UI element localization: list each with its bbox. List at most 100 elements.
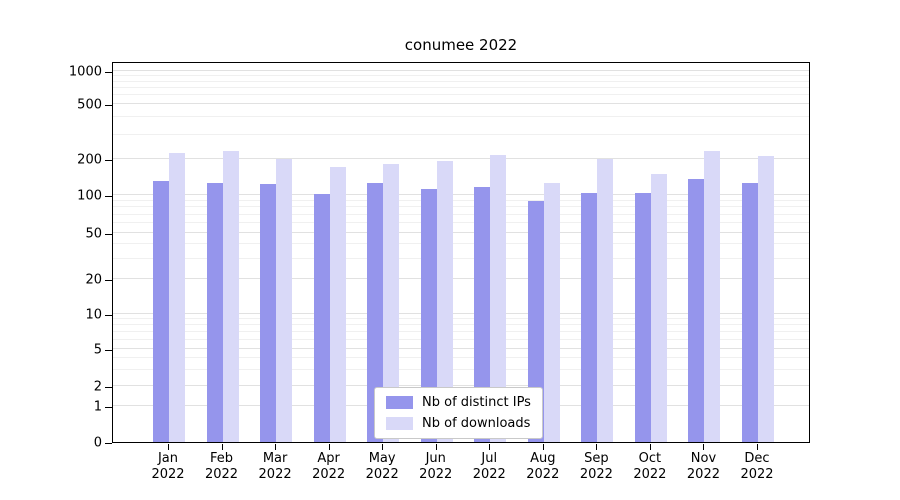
minor-gridline (113, 199, 809, 201)
bar-downloads (704, 150, 721, 442)
x-tick-mark (221, 444, 223, 450)
major-gridline (113, 313, 809, 314)
y-tick-label: 50 (85, 226, 102, 242)
y-tick-label: 500 (77, 97, 102, 113)
bar-distinct-ips (474, 187, 491, 442)
y-tick-mark (105, 350, 112, 351)
minor-gridline (113, 222, 809, 224)
bar-distinct-ips (742, 183, 758, 442)
y-tick-mark (105, 407, 112, 408)
y-tick-label: 100 (77, 188, 102, 204)
minor-gridline (113, 213, 809, 215)
bar-downloads (543, 183, 560, 442)
bar-downloads (490, 154, 507, 442)
major-gridline (113, 385, 809, 386)
bar-downloads (329, 167, 346, 442)
y-tick-label: 1000 (68, 64, 102, 80)
x-tick-label: Mar 2022 (258, 451, 292, 482)
bar-distinct-ips (367, 183, 384, 442)
bar-distinct-ips (153, 181, 169, 442)
y-tick-mark (105, 387, 112, 388)
y-tick-mark (105, 280, 112, 281)
bar-distinct-ips (634, 192, 651, 442)
y-tick-mark (105, 72, 112, 73)
major-gridline (113, 70, 809, 71)
minor-gridline (113, 133, 809, 135)
major-gridline (113, 103, 809, 104)
minor-gridline (113, 368, 809, 370)
x-tick-mark (757, 444, 758, 450)
bar-distinct-ips (581, 192, 598, 442)
legend: Nb of distinct IPs Nb of downloads (374, 387, 543, 439)
minor-gridline (113, 243, 809, 245)
x-tick-label: Feb 2022 (204, 451, 239, 482)
y-tick-label: 1 (93, 399, 102, 415)
x-tick-mark (382, 444, 384, 450)
x-tick-label: Jul 2022 (472, 451, 506, 482)
legend-label-distinct-ips: Nb of distinct IPs (422, 395, 531, 410)
y-tick-mark (105, 315, 112, 316)
y-tick-label: 5 (93, 342, 102, 358)
x-tick-mark (489, 444, 491, 450)
y-tick-label: 10 (85, 307, 102, 323)
legend-item-distinct-ips: Nb of distinct IPs (386, 395, 531, 410)
y-tick-mark (105, 234, 112, 235)
legend-swatch-downloads (386, 417, 413, 430)
minor-gridline (113, 318, 809, 320)
bar-distinct-ips (420, 189, 437, 442)
x-tick-mark (435, 444, 437, 450)
y-tick-label: 0 (93, 435, 102, 451)
major-gridline (113, 194, 809, 195)
y-tick-mark (105, 105, 112, 106)
minor-gridline (113, 86, 809, 88)
minor-gridline (113, 206, 809, 208)
bar-downloads (758, 156, 774, 442)
legend-item-downloads: Nb of downloads (386, 416, 531, 431)
minor-gridline (113, 94, 809, 96)
x-tick-label: Apr 2022 (312, 451, 346, 482)
bar-downloads (436, 160, 453, 442)
x-tick-label: Dec 2022 (740, 451, 774, 482)
bar-distinct-ips (688, 179, 705, 442)
bar-downloads (276, 159, 293, 442)
bar-distinct-ips (260, 183, 277, 442)
minor-gridline (113, 357, 809, 359)
bar-downloads (650, 173, 667, 442)
bar-downloads (169, 153, 185, 442)
bar-distinct-ips (313, 193, 330, 442)
x-tick-mark (703, 444, 705, 450)
x-tick-label: Sep 2022 (579, 451, 613, 482)
minor-gridline (113, 75, 809, 77)
minor-gridline (113, 116, 809, 118)
x-tick-label: Oct 2022 (633, 451, 667, 482)
chart-title: conumee 2022 (404, 36, 518, 54)
y-tick-mark (105, 160, 112, 161)
x-tick-label: May 2022 (365, 451, 399, 482)
major-gridline (113, 158, 809, 159)
y-tick-label: 20 (85, 272, 102, 288)
x-tick-mark (328, 444, 330, 450)
bar-distinct-ips (206, 182, 223, 442)
bar-downloads (222, 150, 239, 442)
legend-label-downloads: Nb of downloads (422, 416, 531, 431)
x-tick-mark (275, 444, 277, 450)
x-tick-mark (649, 444, 651, 450)
minor-gridline (113, 80, 809, 82)
bar-downloads (597, 159, 614, 442)
x-tick-mark (596, 444, 598, 450)
y-tick-label: 2 (93, 379, 102, 395)
major-gridline (113, 348, 809, 349)
plot-area (112, 62, 810, 443)
y-tick-mark (105, 443, 112, 444)
minor-gridline (113, 331, 809, 333)
y-tick-mark (105, 196, 112, 197)
minor-gridline (113, 257, 809, 259)
legend-swatch-distinct-ips (386, 396, 413, 409)
minor-gridline (113, 338, 809, 340)
x-tick-label: Jun 2022 (419, 451, 453, 482)
bar-distinct-ips (527, 200, 544, 442)
x-tick-label: Aug 2022 (526, 451, 560, 482)
major-gridline (113, 232, 809, 233)
x-tick-label: Nov 2022 (686, 451, 720, 482)
